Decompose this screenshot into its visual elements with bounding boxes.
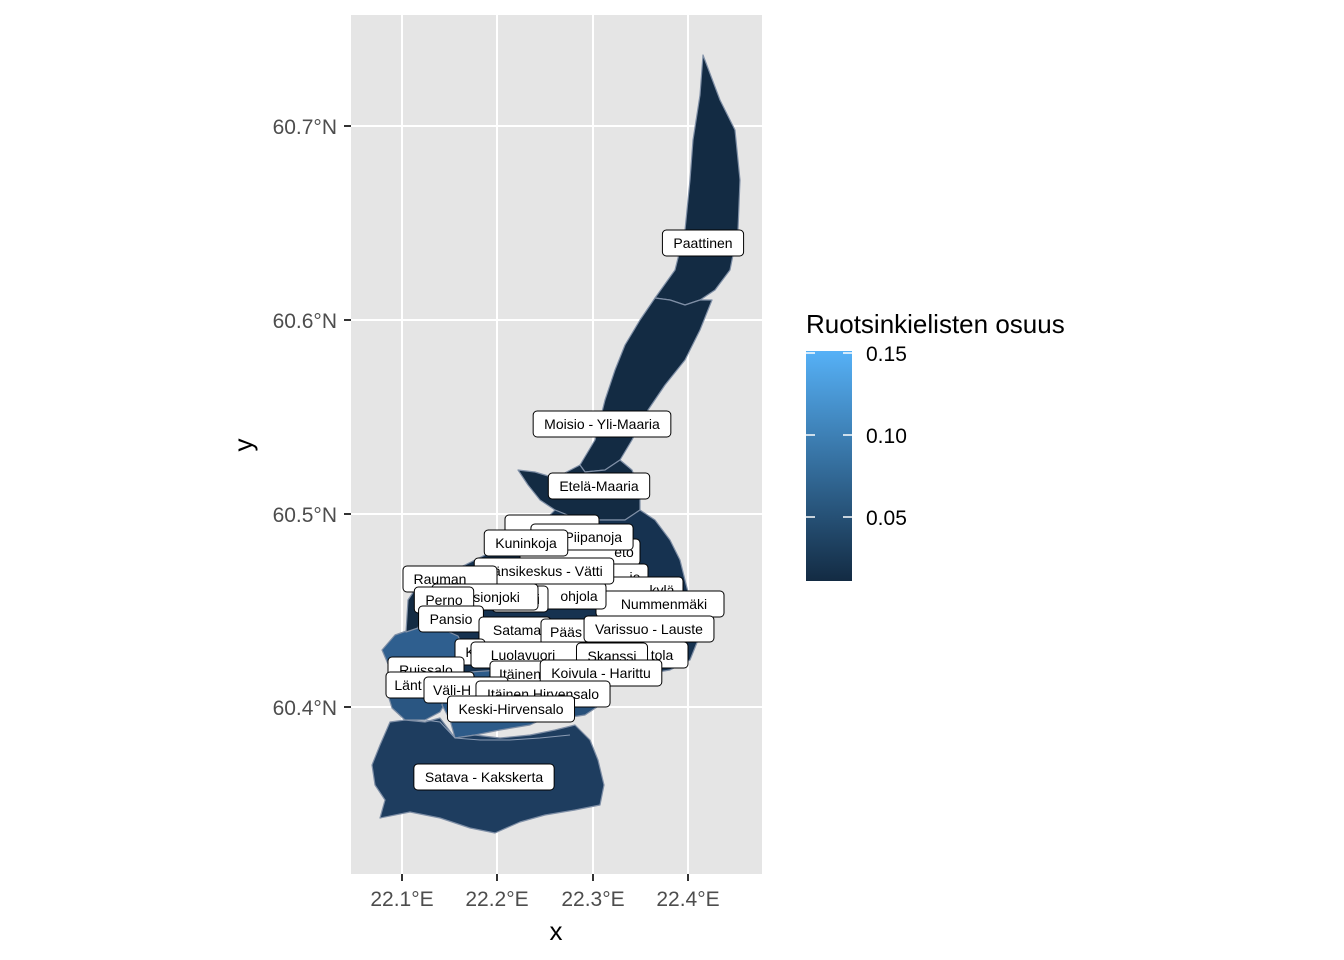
label-text-lant: Länt xyxy=(394,677,421,693)
label-text-itainen: Itäinen xyxy=(499,666,541,682)
label-text-vali: Väli-H xyxy=(433,682,471,698)
label-moisio: Moisio - Yli-Maaria xyxy=(532,410,672,438)
label-etela-maaria: Etelä-Maaria xyxy=(547,472,651,500)
label-text-nummenmaki: Nummenmäki xyxy=(621,596,707,612)
label-box xyxy=(547,472,651,500)
label-varissuo: Varissuo - Lauste xyxy=(583,615,715,643)
legend-label-0.10: 0.10 xyxy=(866,425,907,448)
label-text-keski-hirvensalo: Keski-Hirvensalo xyxy=(458,701,563,717)
label-text-kuninkoja: Kuninkoja xyxy=(495,535,557,551)
label-text-pansio: Pansio xyxy=(430,611,473,627)
label-box xyxy=(483,529,569,557)
label-text-paattinen: Paattinen xyxy=(673,235,732,251)
label-text-rauman: Rauman xyxy=(414,571,467,587)
label-keski-hirvensalo: Keski-Hirvensalo xyxy=(446,695,576,723)
label-nummenmaki: Nummenmäki xyxy=(595,590,725,618)
label-satava: Satava - Kakskerta xyxy=(413,763,555,791)
ytick-label-60.7: 60.7°N xyxy=(273,116,337,139)
legend-colorbar xyxy=(806,351,852,581)
label-text-perno: Perno xyxy=(425,592,463,608)
label-text-raisionjoki: isionjoki xyxy=(470,589,520,605)
xtick-label-3: 22.4°E xyxy=(656,888,719,911)
label-paattinen: Paattinen xyxy=(661,229,745,257)
xtick-label-1: 22.2°E xyxy=(465,888,528,911)
label-text-lansikeskus: Länsikeskus - Vätti xyxy=(485,563,603,579)
label-box xyxy=(413,763,555,791)
label-text-paas: Pääs xyxy=(550,624,582,640)
label-kuninkoja: Kuninkoja xyxy=(483,529,569,557)
legend-label-0.05: 0.05 xyxy=(866,507,907,530)
ytick-label-60.4: 60.4°N xyxy=(273,697,337,720)
y-axis-title: y xyxy=(228,439,258,452)
x-axis-title: x xyxy=(550,916,563,946)
label-box xyxy=(446,695,576,723)
label-text-luolavuori: Luolavuori xyxy=(491,647,556,663)
label-text-etela-maaria: Etelä-Maaria xyxy=(559,478,639,494)
label-koivula: Koivula - Harittu xyxy=(539,659,663,687)
label-text-ohjola: ohjola xyxy=(560,588,598,604)
ytick-label-60.6: 60.6°N xyxy=(273,310,337,333)
boundary-3 xyxy=(424,719,456,739)
xtick-label-2: 22.3°E xyxy=(561,888,624,911)
xtick-label-0: 22.1°E xyxy=(370,888,433,911)
label-text-koivula: Koivula - Harittu xyxy=(551,665,651,681)
label-satama: Satama xyxy=(478,616,552,644)
legend-title: Ruotsinkielisten osuus xyxy=(806,309,1065,339)
label-text-satava: Satava - Kakskerta xyxy=(425,769,543,785)
legend-label-0.15: 0.15 xyxy=(866,343,907,366)
map-labels: Paattinen Moisio - Yli-Maaria Etelä-Maar… xyxy=(385,229,745,791)
label-text-moisio: Moisio - Yli-Maaria xyxy=(544,416,660,432)
label-pansio: Pansio xyxy=(418,605,484,633)
label-text-tola: tola xyxy=(651,647,674,663)
ytick-label-60.5: 60.5°N xyxy=(273,504,337,527)
boundary-2 xyxy=(454,734,571,741)
label-text-varissuo: Varissuo - Lauste xyxy=(595,621,703,637)
label-box xyxy=(532,410,672,438)
label-text-satama: Satama xyxy=(493,622,541,638)
axis-ticks xyxy=(344,125,689,881)
label-box xyxy=(661,229,745,257)
label-text-k: K xyxy=(465,644,475,660)
legend-ticks xyxy=(806,352,852,518)
